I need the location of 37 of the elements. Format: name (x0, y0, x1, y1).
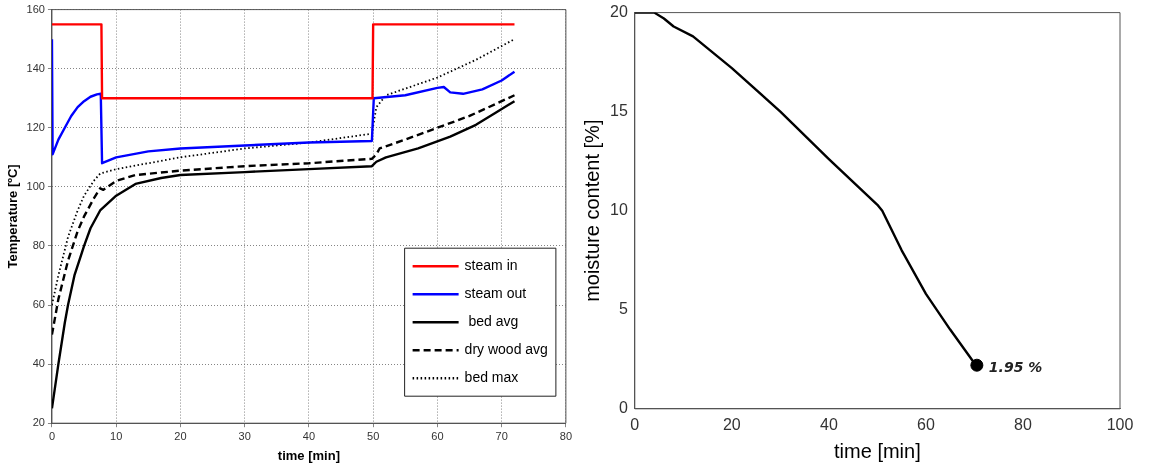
x-tick-label: 60 (431, 429, 444, 442)
x-tick-label: 20 (174, 429, 187, 442)
legend-label: steam in (464, 257, 518, 274)
x-tick-label: 10 (110, 429, 123, 442)
x-axis-title: time [min] (834, 439, 921, 462)
x-tick-label: 20 (722, 415, 741, 433)
y-tick-label: 140 (26, 61, 45, 74)
x-tick-label: 50 (367, 429, 380, 442)
x-tick-label: 70 (495, 429, 508, 442)
y-tick-label: 100 (26, 179, 45, 192)
legend-label: steam out (464, 285, 527, 302)
legend-label: dry wood avg (464, 341, 548, 358)
y-tick-label: 20 (610, 3, 628, 21)
y-tick-label: 5 (618, 300, 628, 318)
x-tick-label: 60 (917, 415, 935, 433)
y-tick-label: 10 (610, 201, 628, 219)
x-tick-label: 40 (819, 415, 838, 433)
y-tick-label: 0 (618, 399, 628, 417)
x-tick-label: 80 (559, 429, 573, 442)
x-tick-label: 0 (48, 429, 56, 442)
y-tick-label: 80 (32, 238, 45, 251)
x-tick-label: 100 (1106, 415, 1134, 433)
legend-label: bed avg (464, 313, 519, 330)
x-axis-title: time [min] (277, 447, 340, 463)
x-tick-label: 30 (238, 429, 251, 442)
x-tick-label: 80 (1014, 415, 1032, 433)
annotation: 1.95 % (988, 358, 1043, 375)
y-tick-label: 40 (32, 357, 45, 370)
x-tick-label: 40 (302, 429, 316, 442)
y-tick-label: 160 (26, 2, 45, 15)
y-axis-title: moisture content [%] (580, 119, 603, 302)
x-tick-label: 0 (630, 415, 640, 433)
y-tick-label: 60 (32, 298, 45, 311)
legend-label: bed max (464, 369, 519, 386)
y-axis-title: Temperature [ºC] (5, 164, 21, 269)
y-tick-label: 15 (610, 102, 628, 120)
y-tick-label: 120 (26, 120, 45, 133)
